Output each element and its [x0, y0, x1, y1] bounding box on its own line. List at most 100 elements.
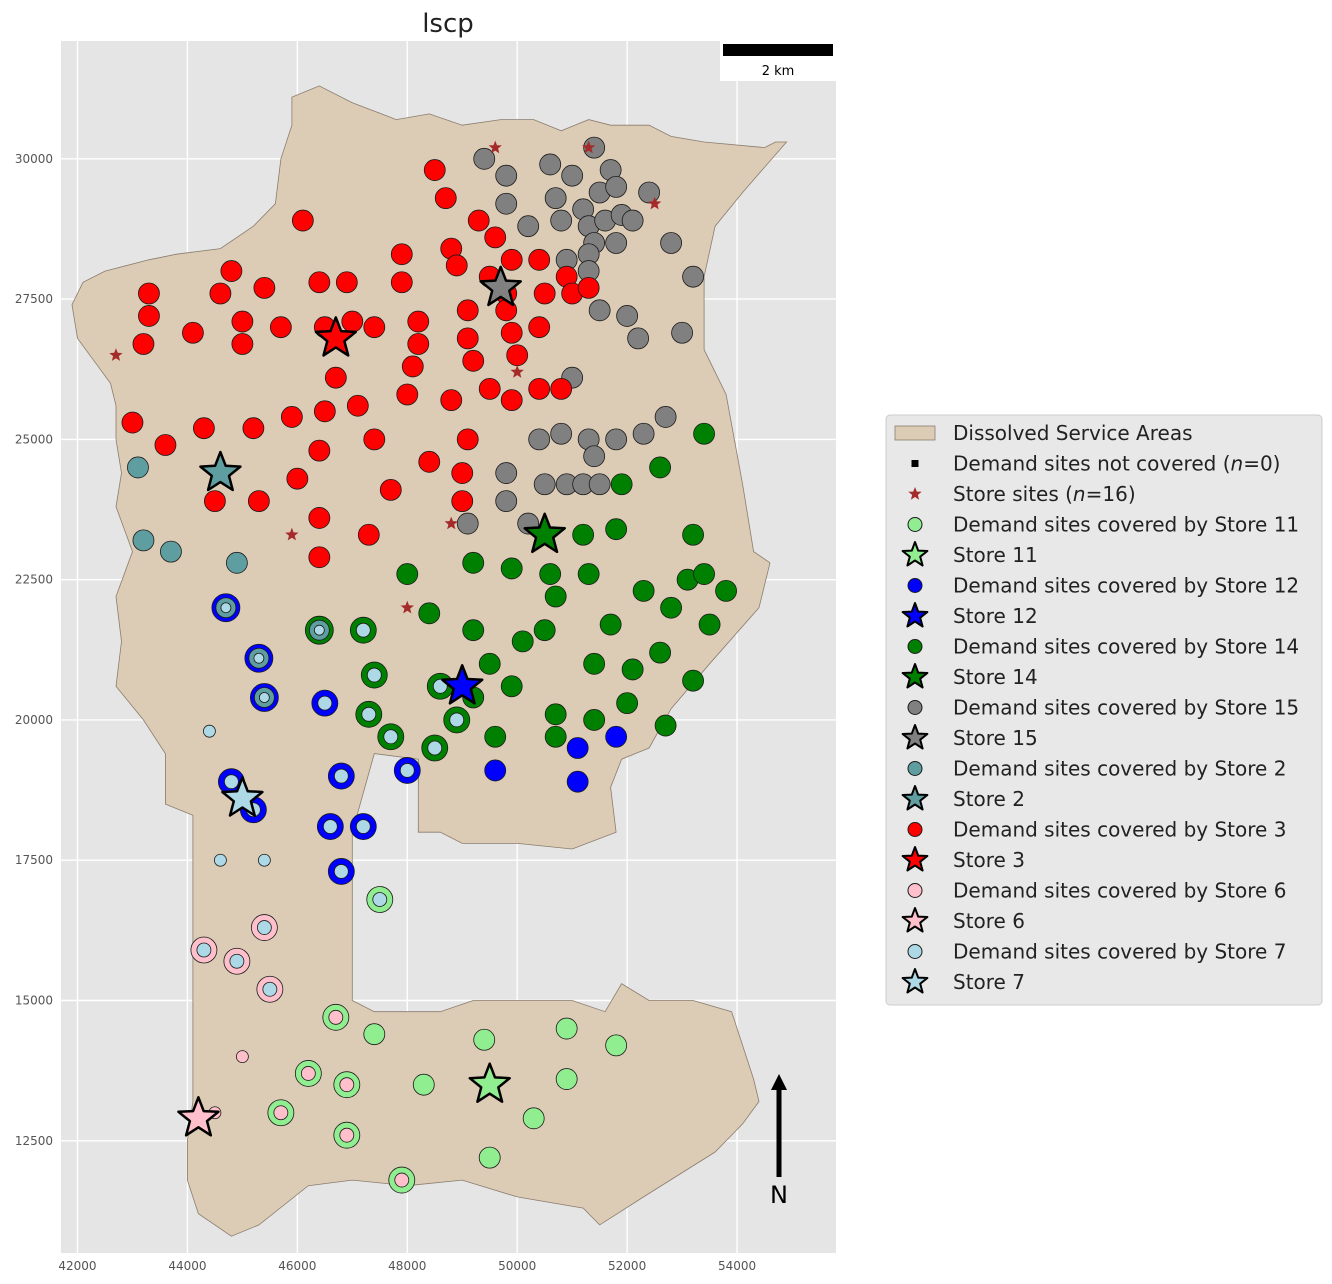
x-tick-label: 46000	[278, 1259, 316, 1273]
demand-site-marker	[258, 692, 270, 703]
demand-site-marker	[456, 428, 479, 451]
demand-site-marker	[273, 1105, 289, 1121]
demand-site	[231, 310, 254, 333]
demand-site-marker	[269, 316, 292, 339]
demand-site	[610, 473, 633, 496]
demand-site-marker	[473, 1028, 496, 1051]
demand-site-marker	[495, 462, 518, 484]
demand-site-marker	[324, 366, 347, 389]
demand-site-marker	[286, 467, 309, 490]
legend-star-marker	[901, 663, 929, 689]
legend-label: Store 11	[953, 543, 1038, 567]
legend-circle-marker	[907, 578, 923, 593]
demand-site	[621, 658, 644, 681]
demand-site-marker	[328, 1009, 344, 1025]
demand-site-marker	[357, 523, 380, 546]
legend-label-italic-n: n	[1231, 452, 1244, 476]
demand-site	[627, 327, 650, 350]
demand-site	[682, 669, 704, 692]
demand-site	[379, 478, 402, 501]
demand-site-marker	[231, 310, 254, 333]
demand-site	[500, 321, 523, 344]
y-tick-label: 25000	[15, 432, 53, 446]
demand-site-marker	[223, 774, 239, 790]
demand-site	[544, 585, 567, 608]
demand-site	[182, 321, 204, 344]
demand-site-marker	[434, 187, 457, 210]
demand-site	[544, 703, 567, 726]
demand-site	[231, 333, 254, 355]
demand-site	[286, 467, 309, 490]
demand-site-marker	[478, 1146, 501, 1169]
demand-site-marker	[456, 512, 479, 535]
legend-label: Demand sites covered by Store 12	[953, 574, 1299, 598]
demand-site-marker	[500, 389, 523, 412]
legend-label: Dissolved Service Areas	[953, 421, 1193, 445]
demand-site	[528, 428, 551, 451]
legend-label: Demand sites covered by Store 11	[953, 513, 1299, 537]
demand-site	[682, 523, 704, 546]
demand-site-marker	[605, 1034, 628, 1057]
demand-site-marker	[715, 579, 737, 602]
legend-item: Store 15	[901, 724, 1038, 750]
demand-site	[539, 563, 562, 585]
demand-site	[577, 276, 600, 299]
store-site-marker	[582, 140, 596, 154]
demand-site-marker	[495, 490, 518, 513]
demand-site	[393, 757, 421, 784]
demand-site	[533, 473, 556, 496]
demand-site-marker	[418, 602, 441, 625]
demand-site	[599, 613, 622, 636]
demand-site	[566, 737, 589, 759]
demand-site	[500, 557, 523, 580]
demand-site	[588, 473, 611, 496]
demand-site-marker	[682, 669, 704, 692]
demand-site	[407, 333, 430, 355]
demand-site	[396, 563, 419, 585]
legend-label: Store 14	[953, 665, 1038, 689]
demand-site	[235, 1050, 249, 1064]
demand-site	[445, 254, 468, 277]
demand-site-marker	[235, 1050, 249, 1064]
demand-site-marker	[355, 622, 371, 638]
y-tick-label: 12500	[15, 1134, 53, 1148]
demand-site	[715, 579, 737, 602]
demand-site	[467, 209, 490, 232]
legend-item: Demand sites covered by Store 2	[907, 757, 1286, 781]
demand-site-marker	[363, 428, 386, 451]
demand-site	[698, 613, 721, 636]
legend-label: Demand sites covered by Store 2	[953, 757, 1286, 781]
demand-site-marker	[533, 473, 556, 496]
demand-site-marker	[500, 675, 523, 698]
y-tick-label: 15000	[15, 994, 53, 1008]
x-tick-label: 50000	[498, 1259, 536, 1273]
demand-site	[654, 406, 677, 428]
demand-site-marker	[339, 1127, 355, 1143]
demand-site	[660, 596, 683, 619]
demand-site-marker	[423, 159, 446, 181]
demand-site-marker	[649, 456, 672, 479]
demand-site	[517, 215, 540, 238]
demand-site-marker	[396, 383, 419, 406]
demand-site	[209, 282, 232, 305]
demand-site	[632, 579, 655, 602]
demand-site-marker	[399, 763, 415, 778]
legend-label: Demand sites covered by Store 3	[953, 818, 1286, 842]
demand-site	[333, 1071, 361, 1099]
demand-site-marker	[533, 282, 556, 305]
demand-site-marker	[555, 1068, 578, 1090]
demand-site	[693, 563, 715, 585]
demand-site-marker	[517, 215, 540, 238]
demand-site-marker	[566, 737, 589, 759]
demand-site-marker	[220, 602, 232, 614]
legend-square-marker	[911, 460, 919, 467]
demand-site-marker	[533, 619, 556, 642]
service-area-polygon	[71, 85, 788, 1237]
demand-site-marker	[621, 658, 644, 681]
legend-circle-marker	[907, 883, 923, 898]
demand-site	[654, 714, 677, 737]
demand-site-marker	[229, 953, 245, 969]
x-tick-label: 44000	[168, 1259, 206, 1273]
y-tick-label: 22500	[15, 573, 53, 587]
demand-site	[605, 518, 628, 541]
